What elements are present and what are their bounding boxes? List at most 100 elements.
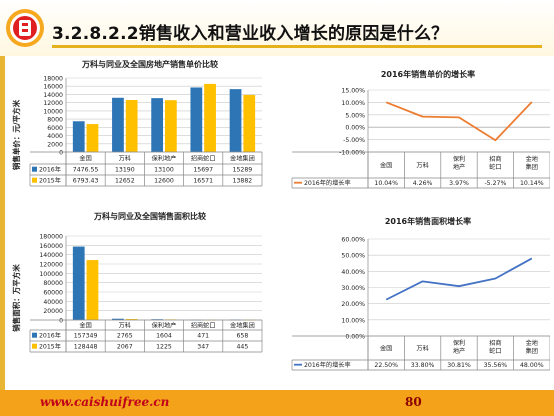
y-tick-label: 40000 xyxy=(43,299,63,306)
y-tick-label: 0.00% xyxy=(345,125,365,132)
bar xyxy=(229,89,242,152)
bar xyxy=(164,100,177,152)
x-tick-label: 金地集团 xyxy=(526,339,538,355)
series-line xyxy=(385,101,533,142)
legend-entry: 2015年 xyxy=(39,177,61,185)
y-tick-label: 0 xyxy=(59,150,63,157)
y-axis-label: 销售面积：万平方米 xyxy=(11,264,21,332)
bar xyxy=(125,99,138,152)
footer-bar: www.caishuifree.cn 80 xyxy=(0,390,554,416)
legend-entry: 2015年 xyxy=(39,343,61,351)
chart-title: 万科与同业及全国房地产销售单价比较 xyxy=(81,59,218,69)
y-axis-label: 销售单价：元/平方米 xyxy=(11,99,21,170)
logo-icon xyxy=(6,9,44,47)
data-label: 471 xyxy=(197,333,209,340)
legend-key xyxy=(32,177,37,183)
x-tick-label: 金地集团 xyxy=(230,322,255,330)
x-tick-label: 金国 xyxy=(380,162,392,170)
series-line xyxy=(385,257,533,301)
price-comparison-chart: 万科与同业及全国房地产销售单价比较销售单价：元/平方米 0 2000 4000 6000… xyxy=(10,58,272,194)
bar xyxy=(190,87,203,152)
y-tick-label: 6000 xyxy=(47,125,63,132)
data-label: 15697 xyxy=(193,167,213,174)
data-label: 2765 xyxy=(117,333,133,340)
data-label: 13190 xyxy=(115,167,135,174)
left-stripe xyxy=(0,56,5,390)
y-tick-label: -10.00% xyxy=(339,150,365,157)
y-tick-label: 20000 xyxy=(43,308,63,315)
bar xyxy=(151,319,164,320)
x-tick-label: 保利地产 xyxy=(453,155,465,171)
bar xyxy=(112,318,124,320)
data-label: 12652 xyxy=(115,178,135,185)
data-label: 10.14% xyxy=(520,180,544,187)
data-label: 157349 xyxy=(74,333,98,340)
y-tick-label: 100000 xyxy=(39,271,63,278)
footer-url[interactable]: www.caishuifree.cn xyxy=(40,395,170,409)
data-label: 445 xyxy=(236,344,248,351)
x-tick-label: 招商蛇口 xyxy=(191,155,216,163)
y-tick-label: 18000 xyxy=(43,76,63,83)
x-tick-label: 保利地产 xyxy=(453,339,465,355)
y-tick-label: 4000 xyxy=(47,133,63,140)
data-label: 13882 xyxy=(233,178,253,185)
y-tick-label: 60000 xyxy=(43,290,63,297)
area-comparison-chart: 万科与同业及全国销售面积比较销售面积：万平方米 0 20000 40000 60000 8… xyxy=(10,208,272,358)
bar xyxy=(243,94,256,152)
x-tick-label: 万科 xyxy=(416,162,428,170)
legend-key xyxy=(32,343,37,349)
bar xyxy=(112,97,124,152)
x-tick-label: 招商蛇口 xyxy=(191,322,216,330)
page-number: 80 xyxy=(405,395,422,409)
legend-entry: 2016年的增长率 xyxy=(304,361,351,369)
y-tick-label: 10000 xyxy=(43,108,63,115)
data-label: 48.00% xyxy=(520,362,544,369)
y-tick-label: 50.00% xyxy=(341,253,365,260)
data-label: 22.50% xyxy=(374,362,398,369)
area-growth-chart: 2016年销售面积增长率 0.00% 10.00% 20.00% 30.00% 40.00… xyxy=(288,212,550,372)
data-label: 10.04% xyxy=(374,180,398,187)
data-label: 13100 xyxy=(154,167,174,174)
y-tick-label: 8000 xyxy=(47,117,63,124)
y-tick-label: 160000 xyxy=(39,243,63,250)
data-label: 2067 xyxy=(117,344,133,351)
data-label: 4.26% xyxy=(413,180,433,187)
data-label: 7476.55 xyxy=(73,167,99,174)
x-tick-label: 万科 xyxy=(119,155,131,163)
y-tick-label: 16000 xyxy=(43,84,63,91)
x-tick-label: 万科 xyxy=(416,345,428,353)
data-label: 16571 xyxy=(193,178,213,185)
y-tick-label: 10.00% xyxy=(341,317,365,324)
data-label: 658 xyxy=(236,333,248,340)
x-tick-label: 金国 xyxy=(380,345,392,353)
y-tick-label: 15.00% xyxy=(341,88,365,95)
chart-title: 2016年销售单价的增长率 xyxy=(381,69,475,79)
legend-key xyxy=(32,332,37,338)
data-label: 128448 xyxy=(74,344,98,351)
data-label: 12600 xyxy=(154,178,174,185)
y-tick-label: 60.00% xyxy=(341,237,365,244)
bar xyxy=(125,319,138,320)
y-tick-label: -5.00% xyxy=(343,137,365,144)
x-tick-label: 保利地产 xyxy=(152,155,177,163)
data-label: 6793.43 xyxy=(73,178,99,185)
y-tick-label: 0 xyxy=(59,318,63,325)
legend-key xyxy=(32,166,37,172)
chart-title: 万科与同业及全国销售面积比较 xyxy=(93,211,206,221)
bar xyxy=(72,246,85,320)
price-growth-chart: 2016年销售单价的增长率 -10.00% -5.00% 0.00% 5.00% 10.0… xyxy=(288,66,550,192)
legend-entry: 2016年的增长率 xyxy=(304,179,351,187)
x-tick-label: 万科 xyxy=(119,322,131,330)
data-label: 3.97% xyxy=(449,180,469,187)
y-tick-label: 80000 xyxy=(43,280,63,287)
y-tick-label: 14000 xyxy=(43,92,63,99)
legend-entry: 2016年 xyxy=(39,166,61,174)
y-tick-label: 2000 xyxy=(47,141,63,148)
bar xyxy=(204,83,216,152)
y-tick-label: 5.00% xyxy=(345,112,365,119)
y-tick-label: 140000 xyxy=(39,252,63,259)
y-tick-label: 120000 xyxy=(39,262,63,269)
data-label: 15289 xyxy=(233,167,253,174)
y-tick-label: 40.00% xyxy=(341,269,365,276)
data-label: 347 xyxy=(197,344,209,351)
